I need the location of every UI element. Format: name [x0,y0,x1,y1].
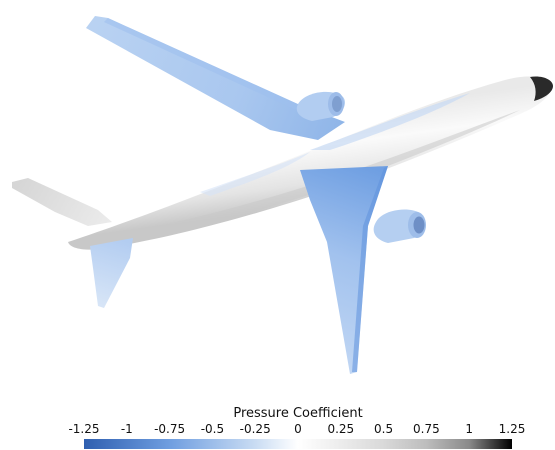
upper-wing-leading-edge-highlight [104,18,300,110]
legend-tick-label: -0.75 [154,422,185,436]
legend-tick-label: 0.5 [374,422,393,436]
lower-engine [373,209,426,243]
nose-cone [530,76,553,101]
legend-tick-label: 0.25 [327,422,354,436]
colorbar [84,439,512,449]
fuselage [68,76,552,250]
legend-title: Pressure Coefficient [233,406,362,421]
legend-tick-label: -0.5 [201,422,224,436]
horizontal-stabilizer [12,178,112,226]
lower-tail-plane [90,238,133,308]
legend-tick-label: -1 [121,422,133,436]
colorbar-legend: Pressure Coefficient -1.25 -1 -0.75 -0.5 -0.… [68,406,525,449]
legend-tick-label: 1.25 [499,422,526,436]
legend-tick-label: 0 [294,422,302,436]
legend-tick-labels: -1.25 -1 -0.75 -0.5 -0.25 0 0.25 0.5 0.75 1 1.25 [68,422,525,436]
legend-tick-label: -1.25 [68,422,99,436]
upper-engine [296,91,345,121]
lower-wing-leading-edge [352,166,388,372]
legend-tick-label: 0.75 [413,422,440,436]
upper-wing [86,16,345,140]
legend-tick-label: 1 [465,422,473,436]
legend-tick-label: -0.25 [240,422,271,436]
